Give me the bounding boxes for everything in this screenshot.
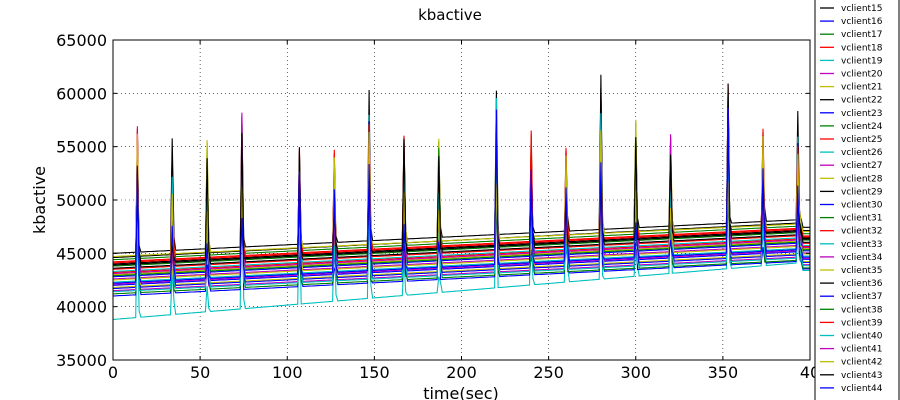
series-line-vclient24: [113, 113, 810, 259]
legend-entry: vclient41: [841, 345, 883, 355]
y-tick-label: 60000: [56, 84, 107, 103]
legend-entry: vclient16: [841, 17, 883, 27]
x-tick-label: 100: [272, 363, 303, 382]
y-tick-label: 45000: [56, 244, 107, 263]
legend-entry: vclient37: [841, 292, 883, 302]
x-tick-label: 150: [359, 363, 390, 382]
x-tick-label: 0: [108, 363, 118, 382]
y-tick-label: 65000: [56, 31, 107, 50]
y-axis-label: kbactive: [30, 166, 49, 234]
x-tick-label: 50: [190, 363, 210, 382]
legend-entry: vclient25: [841, 135, 883, 145]
legend-entry: vclient21: [841, 83, 883, 93]
y-tick-label: 40000: [56, 298, 107, 317]
series-line-vclient19: [113, 133, 810, 319]
legend-entry: vclient28: [841, 174, 883, 184]
legend-entry: vclient31: [841, 214, 883, 224]
legend-entry: vclient20: [841, 70, 883, 80]
legend-entry: vclient36: [841, 279, 883, 289]
series-layer: [113, 75, 810, 320]
x-axis-ticks: 0 50 100 150 200 250 300 350 40: [108, 40, 820, 382]
legend-entry: vclient39: [841, 318, 883, 328]
y-axis-ticks: 35000 40000 45000 50000 55000 60000 65000: [56, 31, 810, 370]
legend-entry: vclient42: [841, 358, 883, 368]
legend-entry: vclient26: [841, 148, 883, 158]
y-tick-label: 50000: [56, 191, 107, 210]
legend-entry: vclient22: [841, 96, 883, 106]
legend-entry: vclient19: [841, 56, 883, 66]
legend-entry: vclient18: [841, 43, 883, 53]
legend-entry: vclient40: [841, 332, 883, 342]
x-tick-label: 300: [620, 363, 651, 382]
legend-entry: vclient33: [841, 240, 883, 250]
x-tick-label: 250: [533, 363, 564, 382]
y-tick-label: 55000: [56, 138, 107, 157]
legend-entry: vclient30: [841, 201, 883, 211]
legend-entry: vclient38: [841, 305, 883, 315]
grid-lines: [113, 40, 810, 360]
legend: vclient15 vclient16 vclient17 vclient18 vcli…: [815, 0, 899, 400]
legend-entry: vclient27: [841, 161, 883, 171]
legend-entry: vclient17: [841, 30, 883, 40]
y-tick-label: 35000: [56, 351, 107, 370]
chart-title: kbactive: [418, 6, 482, 24]
legend-entry: vclient15: [841, 4, 883, 14]
legend-entry: vclient44: [841, 384, 883, 394]
x-tick-label: 350: [708, 363, 739, 382]
legend-entry: vclient29: [841, 187, 883, 197]
legend-entry: vclient35: [841, 266, 883, 276]
legend-entry: vclient34: [841, 253, 883, 263]
legend-entry: vclient24: [841, 122, 883, 132]
legend-entry: vclient32: [841, 227, 883, 237]
legend-entry: vclient23: [841, 109, 883, 119]
legend-entry: vclient43: [841, 371, 883, 381]
x-tick-label: 200: [446, 363, 477, 382]
series-line-vclient32: [113, 125, 810, 262]
x-axis-label: time(sec): [423, 384, 499, 400]
